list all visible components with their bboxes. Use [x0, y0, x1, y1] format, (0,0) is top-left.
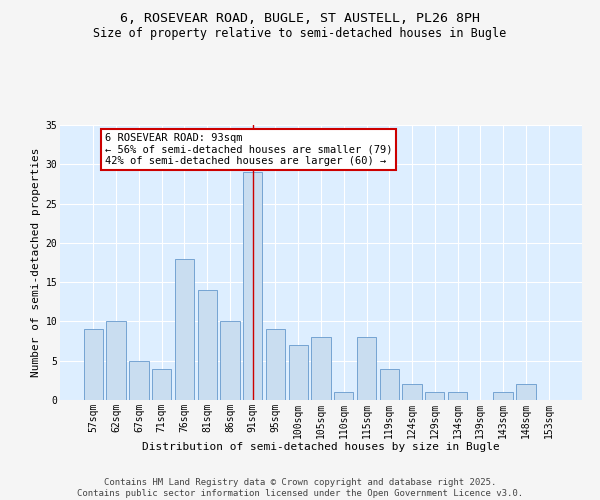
Y-axis label: Number of semi-detached properties: Number of semi-detached properties	[31, 148, 41, 377]
Bar	[516, 384, 536, 400]
Text: 6 ROSEVEAR ROAD: 93sqm
← 56% of semi-detached houses are smaller (79)
42% of sem: 6 ROSEVEAR ROAD: 93sqm ← 56% of semi-det…	[105, 133, 392, 166]
Text: Contains HM Land Registry data © Crown copyright and database right 2025.
Contai: Contains HM Land Registry data © Crown c…	[77, 478, 523, 498]
Bar	[289, 345, 308, 400]
Bar	[197, 290, 217, 400]
Bar	[266, 330, 285, 400]
Bar	[425, 392, 445, 400]
Bar	[380, 368, 399, 400]
Bar	[403, 384, 422, 400]
Bar	[243, 172, 262, 400]
Bar	[311, 337, 331, 400]
Bar	[448, 392, 467, 400]
Bar	[493, 392, 513, 400]
Bar	[84, 330, 103, 400]
Bar	[220, 322, 239, 400]
Bar	[334, 392, 353, 400]
Bar	[106, 322, 126, 400]
Text: Size of property relative to semi-detached houses in Bugle: Size of property relative to semi-detach…	[94, 28, 506, 40]
X-axis label: Distribution of semi-detached houses by size in Bugle: Distribution of semi-detached houses by …	[142, 442, 500, 452]
Bar	[175, 258, 194, 400]
Bar	[129, 360, 149, 400]
Text: 6, ROSEVEAR ROAD, BUGLE, ST AUSTELL, PL26 8PH: 6, ROSEVEAR ROAD, BUGLE, ST AUSTELL, PL2…	[120, 12, 480, 26]
Bar	[152, 368, 172, 400]
Bar	[357, 337, 376, 400]
